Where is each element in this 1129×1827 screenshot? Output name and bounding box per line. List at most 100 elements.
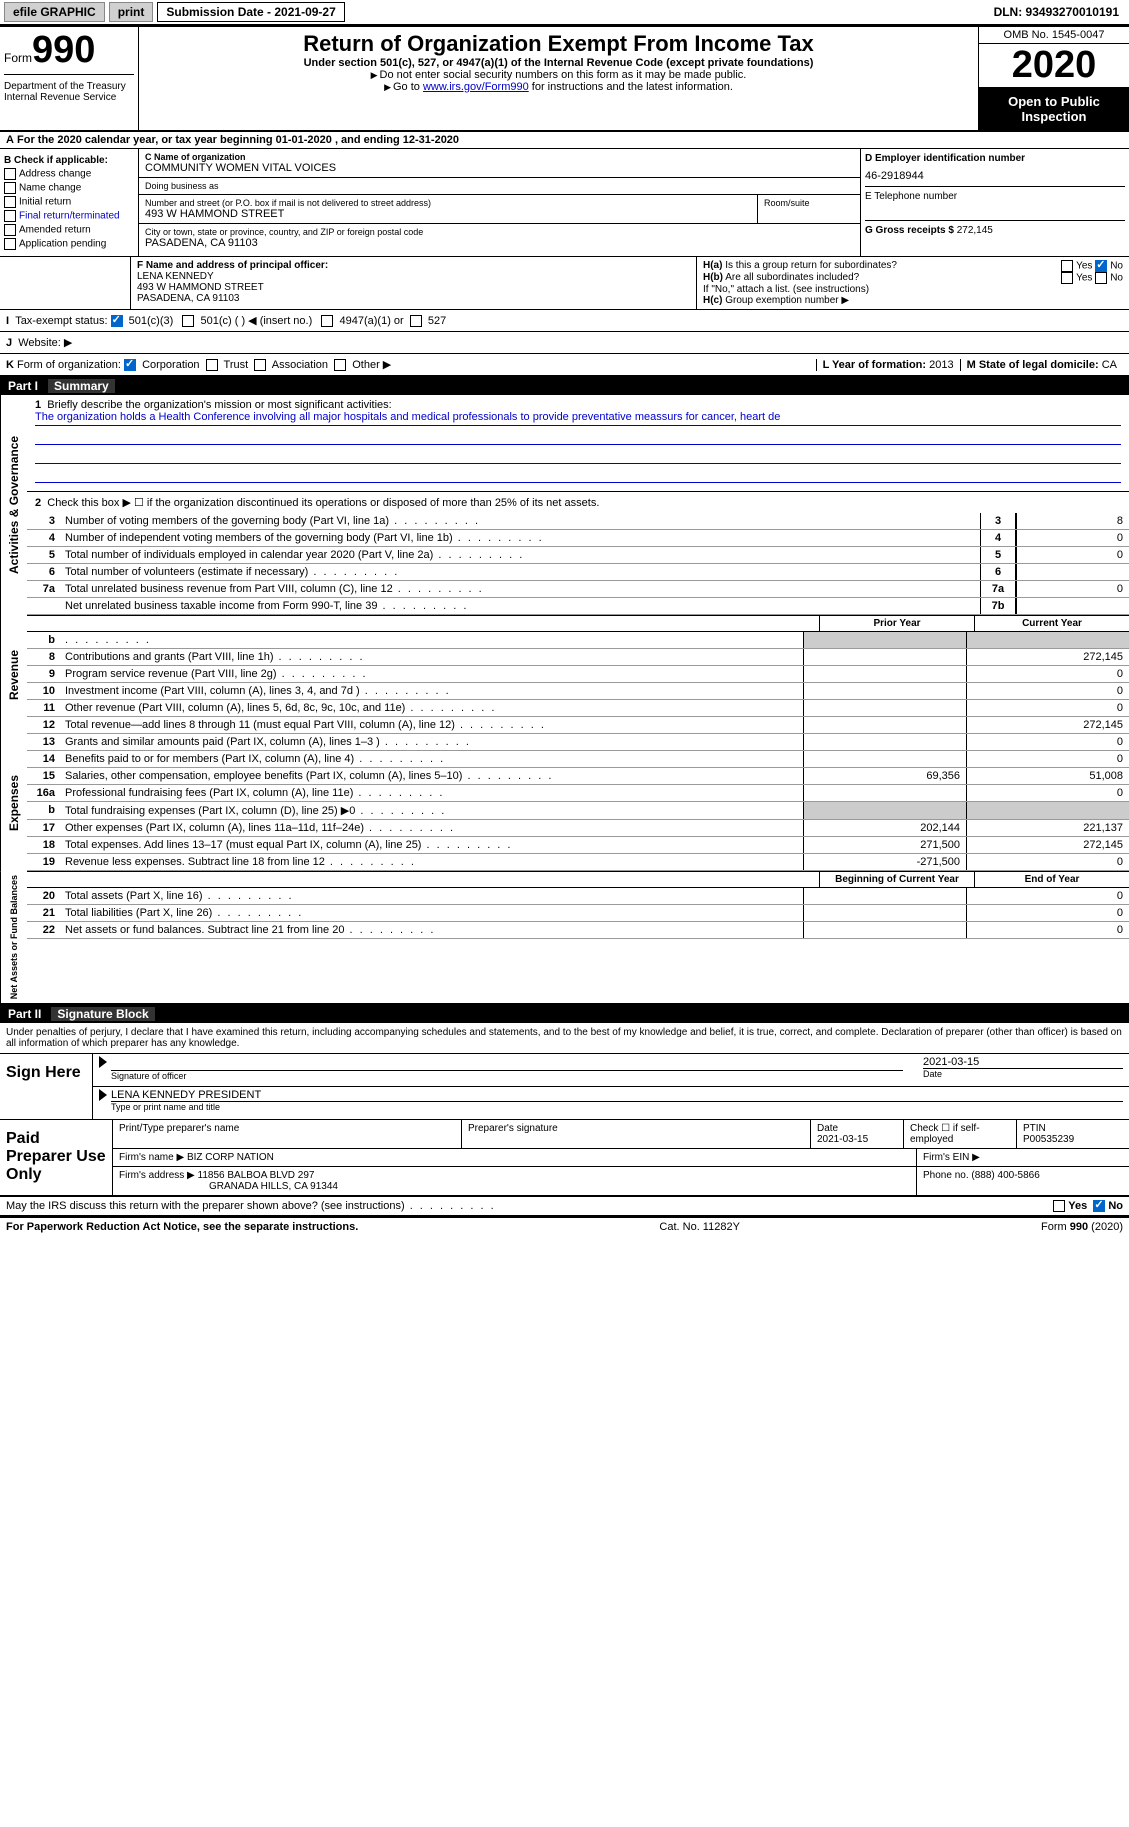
financial-row: bTotal fundraising expenses (Part IX, co… [27, 802, 1129, 820]
tax-year: 2020 [979, 44, 1129, 88]
checkbox-address-change[interactable] [4, 168, 16, 180]
sign-here-row: Sign Here Signature of officer 2021-03-1… [0, 1054, 1129, 1120]
preparer-check-label: Check ☐ if self-employed [904, 1120, 1017, 1148]
preparer-date: 2021-03-15 [817, 1134, 897, 1145]
topbar: efile GRAPHIC print Submission Date - 20… [0, 0, 1129, 25]
room-label: Room/suite [764, 198, 854, 208]
checkbox-initial-return[interactable] [4, 196, 16, 208]
h-note: If "No," attach a list. (see instruction… [703, 284, 1123, 295]
gov-row: 6Total number of volunteers (estimate if… [27, 564, 1129, 581]
financial-row: 9Program service revenue (Part VIII, lin… [27, 666, 1129, 683]
form-header: Form990 Department of the Treasury Inter… [0, 25, 1129, 132]
checkbox-amended[interactable] [4, 224, 16, 236]
discuss-row: May the IRS discuss this return with the… [0, 1196, 1129, 1217]
form-subtitle: Under section 501(c), 527, or 4947(a)(1)… [143, 57, 974, 69]
submission-date: Submission Date - 2021-09-27 [157, 2, 344, 22]
checkbox-final-return[interactable] [4, 210, 16, 222]
paid-preparer-row: Paid Preparer Use Only Print/Type prepar… [0, 1120, 1129, 1196]
financial-row: 12Total revenue—add lines 8 through 11 (… [27, 717, 1129, 734]
checkbox-501c3[interactable] [111, 315, 123, 327]
section-d-e-g: D Employer identification number 46-2918… [860, 149, 1129, 256]
officer-addr: 493 W HAMMOND STREET [137, 282, 690, 293]
form-label: Form [4, 51, 32, 65]
website-label: Website: ▶ [18, 336, 72, 349]
info-grid: B Check if applicable: Address change Na… [0, 149, 1129, 257]
dln: DLN: 93493270010191 [994, 5, 1125, 19]
print-button[interactable]: print [109, 2, 154, 22]
checkbox-ha-yes[interactable] [1061, 260, 1073, 272]
row-j: J Website: ▶ [0, 332, 1129, 354]
footer-mid: Cat. No. 11282Y [659, 1221, 740, 1233]
form-number: 990 [32, 29, 95, 71]
section-f-h: F Name and address of principal officer:… [0, 257, 1129, 310]
vtab-governance: Activities & Governance [0, 395, 27, 615]
checkbox-527[interactable] [410, 315, 422, 327]
financial-row: b [27, 632, 1129, 649]
section-b: B Check if applicable: Address change Na… [0, 149, 139, 256]
checkbox-hb-no[interactable] [1095, 272, 1107, 284]
footer: For Paperwork Reduction Act Notice, see … [0, 1217, 1129, 1236]
open-to-public: Open to Public Inspection [979, 88, 1129, 130]
form-title: Return of Organization Exempt From Incom… [143, 31, 974, 57]
row-k: K Form of organization: Corporation Trus… [0, 354, 1129, 377]
financial-row: 21Total liabilities (Part X, line 26)0 [27, 905, 1129, 922]
corner-icon [99, 1056, 107, 1068]
checkbox-ha-no[interactable] [1095, 260, 1107, 272]
header-center: Return of Organization Exempt From Incom… [139, 27, 978, 130]
checkbox-name-change[interactable] [4, 182, 16, 194]
officer-city: PASADENA, CA 91103 [137, 293, 690, 304]
checkbox-4947[interactable] [321, 315, 333, 327]
org-city: PASADENA, CA 91103 [145, 237, 854, 249]
officer-name-title: LENA KENNEDY PRESIDENT [111, 1089, 1123, 1101]
governance-section: Activities & Governance 1 Briefly descri… [0, 395, 1129, 615]
form-note1: Do not enter social security numbers on … [143, 69, 974, 81]
th-beginning: Beginning of Current Year [819, 872, 974, 887]
firm-phone: (888) 400-5866 [971, 1170, 1039, 1181]
footer-left: For Paperwork Reduction Act Notice, see … [6, 1221, 358, 1233]
financial-row: 14Benefits paid to or for members (Part … [27, 751, 1129, 768]
row-i: I Tax-exempt status: 501(c)(3) 501(c) ( … [0, 310, 1129, 332]
header-right: OMB No. 1545-0047 2020 Open to Public In… [978, 27, 1129, 130]
part1-header: Part I Summary [0, 377, 1129, 395]
org-name: COMMUNITY WOMEN VITAL VOICES [145, 162, 854, 174]
type-name-label: Type or print name and title [111, 1101, 1123, 1112]
form990-link[interactable]: www.irs.gov/Form990 [423, 81, 529, 93]
gov-row: 7aTotal unrelated business revenue from … [27, 581, 1129, 598]
line2: Check this box ▶ ☐ if the organization d… [47, 497, 599, 509]
checkbox-application-pending[interactable] [4, 238, 16, 250]
checkbox-discuss-yes[interactable] [1053, 1200, 1065, 1212]
financial-row: 13Grants and similar amounts paid (Part … [27, 734, 1129, 751]
gov-row: 3Number of voting members of the governi… [27, 513, 1129, 530]
financial-row: 11Other revenue (Part VIII, column (A), … [27, 700, 1129, 717]
financial-row: 15Salaries, other compensation, employee… [27, 768, 1129, 785]
preparer-sig-label: Preparer's signature [462, 1120, 811, 1148]
financial-row: 19Revenue less expenses. Subtract line 1… [27, 854, 1129, 871]
checkbox-other[interactable] [334, 359, 346, 371]
th-current-year: Current Year [974, 616, 1129, 631]
firm-ein-label: Firm's EIN ▶ [917, 1149, 1129, 1166]
ptin: P00535239 [1023, 1134, 1123, 1145]
revenue-section: Revenue Prior Year Current Year b8Contri… [0, 615, 1129, 734]
sign-here-label: Sign Here [0, 1054, 93, 1119]
part2-header: Part II Signature Block [0, 1005, 1129, 1023]
firm-name: BIZ CORP NATION [187, 1152, 274, 1163]
line-a: A For the 2020 calendar year, or tax yea… [0, 132, 1129, 149]
header-left: Form990 Department of the Treasury Inter… [0, 27, 139, 130]
checkbox-hb-yes[interactable] [1061, 272, 1073, 284]
firm-addr1: 11856 BALBOA BLVD 297 [198, 1170, 315, 1181]
gov-row: 4Number of independent voting members of… [27, 530, 1129, 547]
year-of-formation: 2013 [929, 359, 953, 371]
financial-row: 18Total expenses. Add lines 13–17 (must … [27, 837, 1129, 854]
paid-preparer-label: Paid Preparer Use Only [0, 1120, 113, 1195]
th-prior-year: Prior Year [819, 616, 974, 631]
mission-block: 1 Briefly describe the organization's mi… [27, 395, 1129, 492]
vtab-expenses: Expenses [0, 734, 27, 871]
checkbox-corporation[interactable] [124, 359, 136, 371]
checkbox-association[interactable] [254, 359, 266, 371]
financial-row: 17Other expenses (Part IX, column (A), l… [27, 820, 1129, 837]
form-note2: Go to www.irs.gov/Form990 for instructio… [143, 81, 974, 93]
checkbox-501c[interactable] [182, 315, 194, 327]
checkbox-discuss-no[interactable] [1093, 1200, 1105, 1212]
checkbox-trust[interactable] [206, 359, 218, 371]
efile-button[interactable]: efile GRAPHIC [4, 2, 105, 22]
